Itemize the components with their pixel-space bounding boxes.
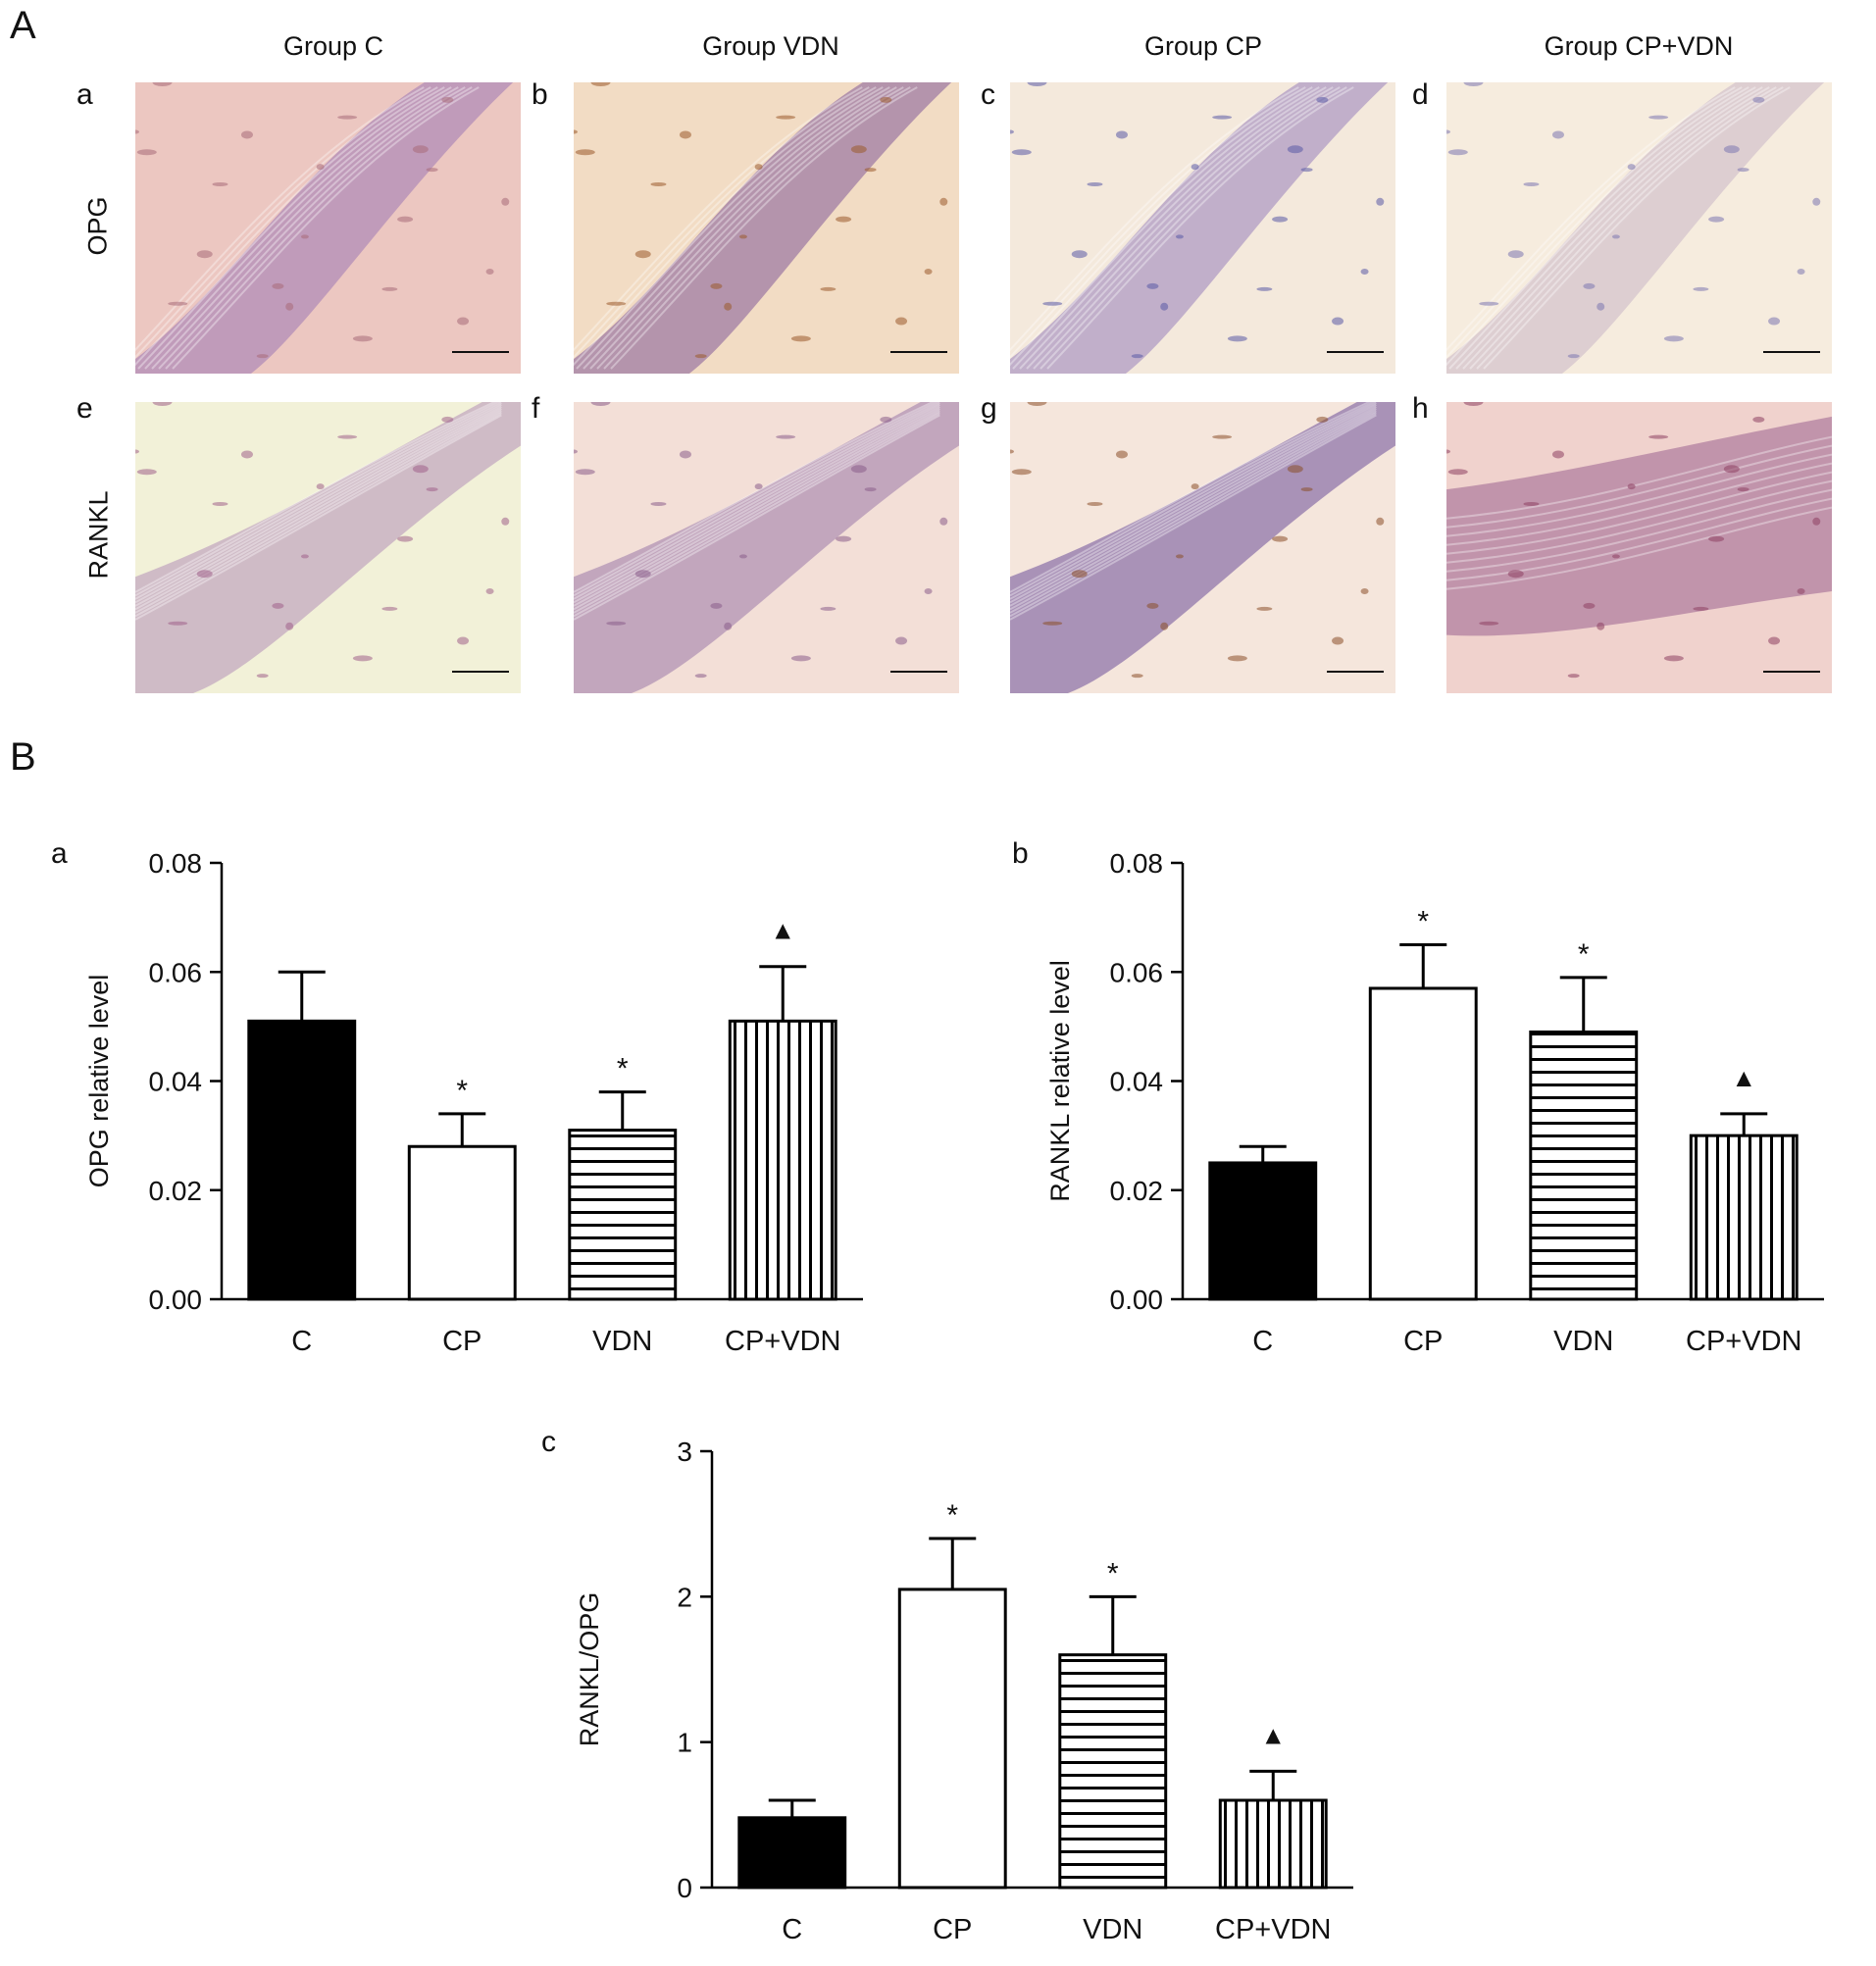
micrograph-letter-e: e <box>76 392 93 425</box>
y-tick-label: 0.02 <box>149 1176 203 1206</box>
significance-marker: * <box>1578 938 1590 971</box>
significance-marker: * <box>1417 905 1429 937</box>
micrograph-letter-b: b <box>532 78 548 111</box>
y-tick-label: 3 <box>677 1437 692 1467</box>
micrograph-letter-g: g <box>981 392 997 425</box>
bar-VDN <box>1529 1030 1639 1301</box>
chart-letter-c: c <box>541 1426 556 1458</box>
micrograph-letter-h: h <box>1412 392 1429 425</box>
y-tick-label: 0.06 <box>149 957 203 987</box>
y-tick-label: 0.04 <box>149 1067 203 1097</box>
bar-CP+VDN <box>1218 1798 1328 1890</box>
x-tick-label: CP <box>933 1914 972 1945</box>
x-tick-label: C <box>1252 1326 1273 1357</box>
y-tick-label: 0.02 <box>1110 1176 1164 1206</box>
bar-VDN <box>1058 1653 1168 1890</box>
panel-b-letter: B <box>10 735 36 779</box>
y-tick-label: 0 <box>677 1873 692 1903</box>
bar-CP <box>1368 986 1478 1301</box>
bar-CP <box>407 1144 517 1301</box>
row-label-rankl: RANKL <box>83 490 114 580</box>
y-tick-label: 0.00 <box>1110 1285 1164 1315</box>
y-tick-label: 0.08 <box>1110 848 1164 879</box>
bar-VDN <box>568 1129 678 1301</box>
micrograph-letter-a: a <box>76 78 93 111</box>
x-tick-label: CP+VDN <box>725 1326 840 1357</box>
bar-CP+VDN <box>1689 1134 1799 1301</box>
y-tick-label: 0.08 <box>149 848 203 879</box>
y-tick-label: 0.00 <box>149 1285 203 1315</box>
chart-rankl-relative-level: b 0.00 0.02 0.04 0.06 0.08 RANKL relative leve… <box>1012 837 1824 1357</box>
row-label-opg: OPG <box>82 196 113 256</box>
x-tick-label: VDN <box>1083 1914 1142 1945</box>
micrograph-letter-c: c <box>981 78 995 111</box>
chart-letter-b: b <box>1012 837 1029 870</box>
chart-rankl-opg-ratio: c 0 1 2 3 RANKL/OPG C * CP * VDN ▲ CP+VDN <box>541 1426 1353 1945</box>
x-tick-label: CP <box>442 1326 482 1357</box>
micrograph-f <box>574 402 959 693</box>
significance-marker: * <box>456 1075 468 1107</box>
y-axis-label: OPG relative level <box>84 975 114 1188</box>
micrograph-letter-f: f <box>532 392 540 425</box>
panel-a-letter: A <box>10 4 36 47</box>
y-tick-label: 0.04 <box>1110 1067 1164 1097</box>
y-axis-label: RANKL relative level <box>1045 960 1075 1202</box>
column-title-group-cp: Group CP <box>1143 31 1263 61</box>
column-title-group-cp-vdn: Group CP+VDN <box>1544 31 1734 61</box>
y-axis-label: RANKL/OPG <box>575 1592 604 1747</box>
micrograph-h <box>1446 402 1832 693</box>
x-tick-label: CP <box>1403 1326 1443 1357</box>
x-tick-label: CP+VDN <box>1215 1914 1331 1945</box>
x-tick-label: VDN <box>1553 1326 1613 1357</box>
chart-letter-a: a <box>51 837 68 870</box>
x-tick-label: C <box>782 1914 802 1945</box>
micrograph-g <box>1010 402 1395 693</box>
micrograph-letter-d: d <box>1412 78 1429 111</box>
significance-marker: ▲ <box>770 916 795 945</box>
significance-marker: * <box>1107 1557 1119 1589</box>
micrograph-b <box>574 82 959 374</box>
micrograph-e <box>135 402 521 693</box>
micrograph-a <box>135 82 521 374</box>
chart-opg-relative-level: a 0.00 0.02 0.04 0.06 0.08 OPG relative level C… <box>51 837 863 1357</box>
significance-marker: * <box>946 1499 958 1532</box>
bar-C <box>737 1816 847 1890</box>
micrograph-d <box>1446 82 1832 374</box>
y-tick-label: 2 <box>677 1582 692 1612</box>
micrograph-c <box>1010 82 1395 374</box>
column-title-group-c: Group C <box>282 31 384 61</box>
significance-marker: * <box>617 1053 629 1085</box>
bar-CP+VDN <box>728 1019 837 1301</box>
column-title-group-vdn: Group VDN <box>702 31 839 61</box>
x-tick-label: VDN <box>592 1326 652 1357</box>
bar-C <box>247 1019 357 1301</box>
significance-marker: ▲ <box>1260 1720 1286 1749</box>
bar-CP <box>897 1588 1007 1890</box>
y-tick-label: 1 <box>677 1728 692 1758</box>
x-tick-label: C <box>291 1326 312 1357</box>
bar-C <box>1208 1161 1318 1301</box>
y-tick-label: 0.06 <box>1110 957 1164 987</box>
x-tick-label: CP+VDN <box>1686 1326 1801 1357</box>
significance-marker: ▲ <box>1731 1063 1756 1092</box>
